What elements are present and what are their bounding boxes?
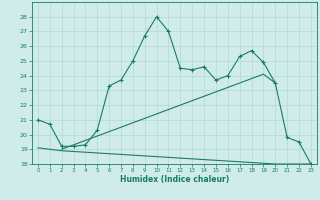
X-axis label: Humidex (Indice chaleur): Humidex (Indice chaleur) — [120, 175, 229, 184]
